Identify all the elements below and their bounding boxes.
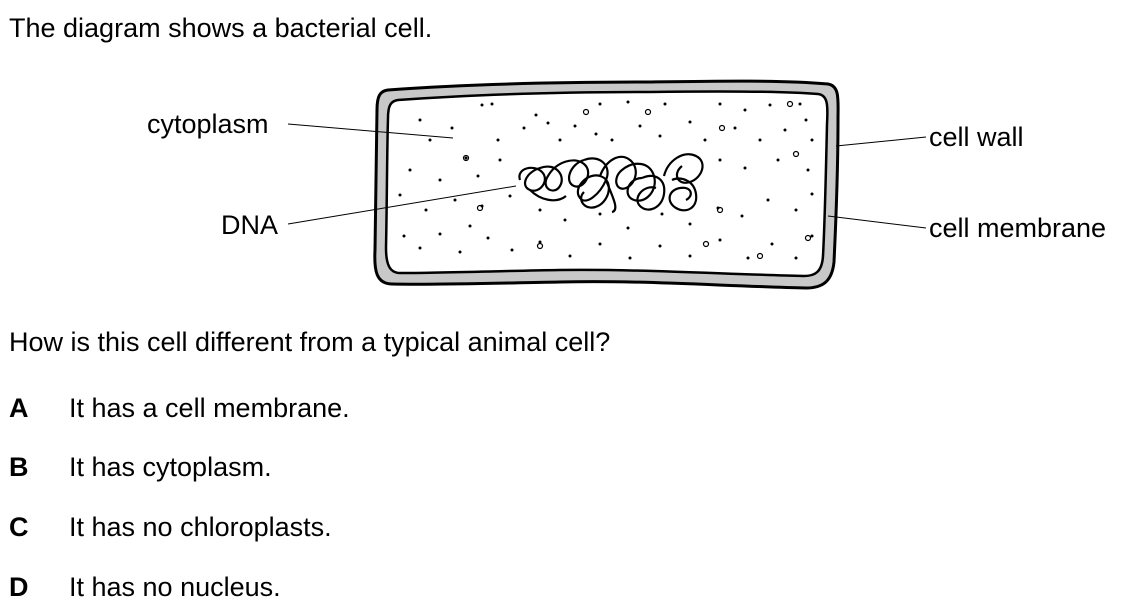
option-a-text: It has a cell membrane.	[69, 392, 350, 424]
cell-membrane-leader	[828, 216, 926, 228]
label-dna: DNA	[221, 209, 278, 241]
cell-wall-leader	[836, 137, 926, 146]
option-b-text: It has cytoplasm.	[69, 451, 272, 483]
option-c-text: It has no chloroplasts.	[69, 511, 332, 543]
option-a-letter: A	[9, 392, 29, 424]
option-d-letter: D	[9, 571, 29, 603]
option-d-text: It has no nucleus.	[69, 571, 281, 603]
label-cytoplasm: cytoplasm	[147, 108, 269, 140]
question-text: How is this cell different from a typica…	[9, 326, 610, 358]
option-c-letter: C	[9, 511, 29, 543]
label-cell-membrane: cell membrane	[929, 212, 1106, 244]
label-cell-wall: cell wall	[929, 121, 1024, 153]
option-b-letter: B	[9, 451, 29, 483]
